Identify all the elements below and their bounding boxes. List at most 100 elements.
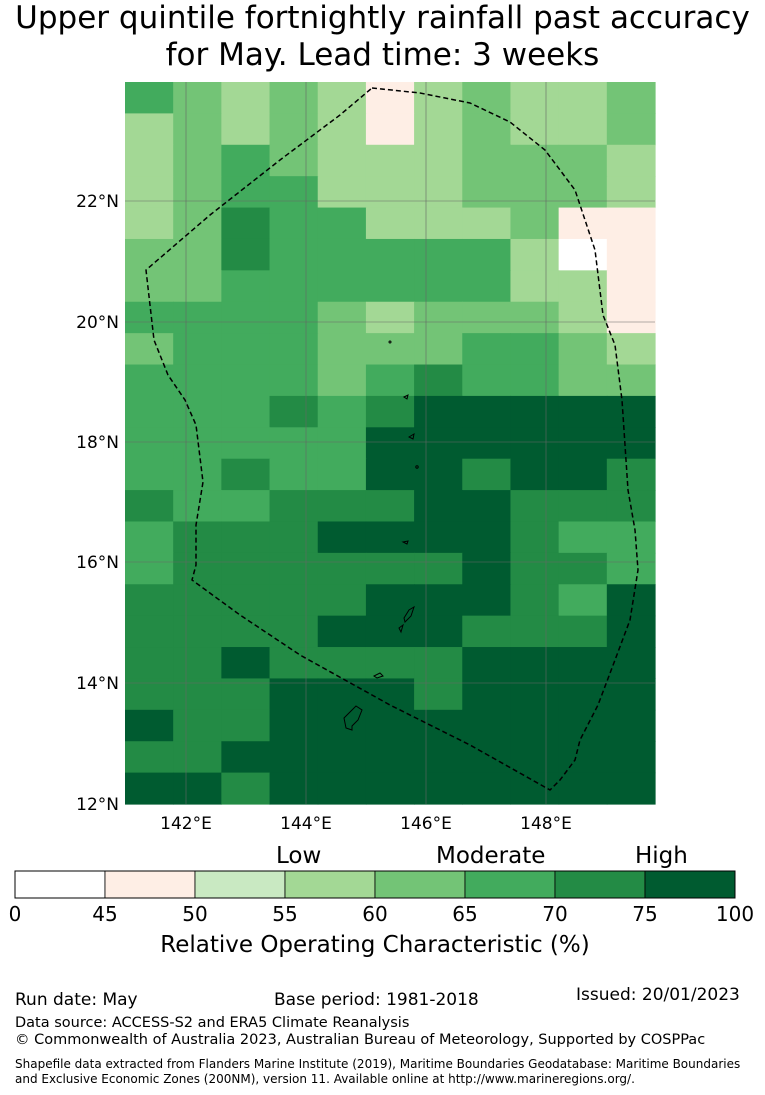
grid-cell [317,364,367,397]
shapefile-credit-line-1: Shapefile data extracted from Flanders M… [15,1057,741,1071]
grid-cell [462,552,512,585]
grid-cell [221,521,271,554]
grid-cell [317,647,367,680]
grid-cell [317,333,367,366]
grid-cell [510,238,560,271]
grid-cell [606,270,656,303]
grid-cell [269,176,319,209]
grid-cell [221,364,271,397]
grid-cell [269,395,319,428]
grid-cell [173,741,222,774]
grid-cell [173,521,222,554]
alamagan-island [407,432,415,440]
grid-cell [462,395,512,428]
grid-cell [462,427,512,460]
grid-cell [606,552,656,585]
issued-date: Issued: 20/01/2023 [576,985,740,1005]
run-date: Run date: May [15,990,138,1010]
grid-cell [173,238,222,271]
colorbar-segment [14,870,106,899]
grid-cell [606,741,656,774]
grid-cell [606,238,656,271]
eez-boundary [145,87,639,791]
colorbar-segment [194,870,286,899]
grid-cell [269,490,319,523]
grid-cell [125,238,174,271]
grid-cell [125,82,174,114]
grid-cell [558,176,608,209]
anatahan-island [401,540,409,545]
grid-cell [414,678,463,711]
grid-cell [510,207,560,240]
grid-cell [317,176,367,209]
grid-cell [365,301,415,334]
grid-cell [269,301,319,334]
grid-cell [125,207,174,240]
grid-cell [510,427,560,460]
grid-cell [365,207,415,240]
grid-cell [173,176,222,209]
grid-cell [558,552,608,585]
grid-cell [365,709,415,742]
grid-cell [606,176,656,209]
colorbar-category-high: High [635,843,688,869]
grid-cell [221,238,271,271]
grid-cell [414,458,463,491]
colorbar-tick: 55 [272,902,298,926]
grid-cell [414,238,463,271]
grid-cell [317,301,367,334]
grid-cell [510,113,560,146]
grid-cell [462,270,512,303]
colorbar-segment [284,870,376,899]
grid-cell [606,301,656,334]
grid-cell [606,207,656,240]
tinian-island [398,623,404,634]
agrihan-island [403,394,409,400]
grid-cell [221,584,271,617]
grid-cell [221,270,271,303]
grid-cell [558,772,608,805]
grid-cell [125,364,174,397]
grid-cell [558,647,608,680]
colorbar-segment [464,870,556,899]
grid-cell [414,113,463,146]
grid-cell [414,176,463,209]
grid-cell [558,82,608,114]
grid-cell [173,207,222,240]
grid-cell [269,458,319,491]
grid-cell [269,364,319,397]
grid-cell [221,144,271,177]
grid-cell [606,395,656,428]
guam-island [343,705,363,731]
grid-cell [173,113,222,146]
grid-cell [414,552,463,585]
grid-cell [173,584,222,617]
grid-cell [221,490,271,523]
saipan-island [403,605,415,623]
colorbar-tick: 100 [715,902,755,926]
data-source: Data source: ACCESS-S2 and ERA5 Climate … [15,1015,410,1031]
colorbar-tick: 65 [452,902,478,926]
colorbar-segment [644,870,736,899]
grid-cell [462,82,512,114]
grid-cell [269,615,319,648]
grid-cell [269,113,319,146]
colorbar-frame [14,870,736,899]
colorbar-tick: 60 [362,902,388,926]
grid-cell [365,238,415,271]
grid-cell [365,552,415,585]
grid-cell [558,333,608,366]
grid-cell [125,615,174,648]
grid-cell [125,458,174,491]
grid-cell [510,552,560,585]
colorbar-tick: 50 [182,902,208,926]
latitude-labels: 22°N 20°N 18°N 16°N 14°N 12°N [76,192,119,815]
lon-tick-label: 142°E [160,814,212,834]
grid-cell [173,364,222,397]
grid-cell [558,584,608,617]
grid-cell [462,176,512,209]
grid-cell [365,427,415,460]
lon-tick-label: 146°E [400,814,452,834]
grid-cell [173,82,222,114]
grid-cell [462,207,512,240]
